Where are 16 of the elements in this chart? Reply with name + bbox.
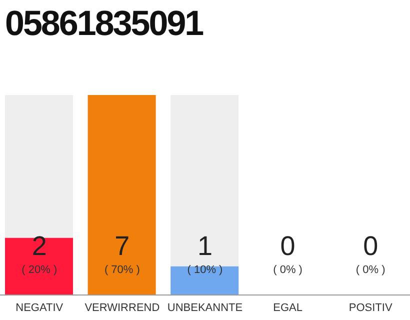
data-label: 0 — [362, 230, 380, 262]
x-tick-label: VERWIRREND — [84, 302, 160, 314]
data-label: 0 — [279, 230, 296, 262]
x-tick-label: EGAL — [273, 302, 302, 314]
x-tick-label: NEGATIV — [16, 302, 64, 314]
x-tick-label: UNBEKANNTE — [167, 302, 243, 314]
x-tick-label: POSITIV — [348, 302, 393, 314]
data-label: 7 — [114, 230, 131, 262]
data-label: 1 — [196, 230, 214, 262]
annotation: ( 20% ) — [20, 263, 58, 278]
annotation: ( 10% ) — [186, 263, 224, 278]
annotation: ( 0% ) — [354, 263, 386, 278]
chart-title: 05861835091 — [5, 4, 203, 44]
data-label: 2 — [30, 230, 48, 262]
annotation: ( 70% ) — [103, 263, 141, 278]
annotation: ( 0% ) — [272, 263, 304, 278]
